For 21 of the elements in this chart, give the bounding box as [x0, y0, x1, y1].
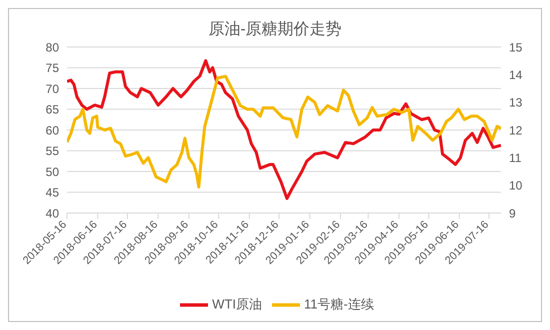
- chart-title: 原油-原糖期价走势: [207, 20, 343, 40]
- y-tick-label: 55: [46, 144, 60, 158]
- y-tick-label: 75: [46, 61, 60, 76]
- y2-tick-label: 15: [509, 40, 523, 54]
- y-tick-label: 80: [46, 40, 60, 54]
- y2-tick-label: 14: [509, 68, 523, 82]
- y-tick-label: 65: [46, 102, 60, 117]
- legend-label: WTI原油: [212, 296, 262, 312]
- y2-tick-label: 12: [509, 123, 523, 138]
- y-tick-label: 45: [46, 186, 60, 200]
- y-tick-label: 60: [46, 123, 60, 138]
- line-series: [67, 74, 501, 188]
- line-series: [67, 59, 501, 200]
- legend-label: 11号糖-连续: [304, 296, 374, 312]
- y-tick-label: 40: [46, 206, 60, 220]
- y2-tick-label: 9: [509, 206, 516, 220]
- y-tick-label: 50: [46, 164, 60, 179]
- y-tick-label: 70: [46, 82, 60, 96]
- y2-tick-label: 11: [509, 150, 522, 165]
- y2-tick-label: 13: [509, 96, 523, 110]
- y2-tick-label: 10: [509, 178, 523, 193]
